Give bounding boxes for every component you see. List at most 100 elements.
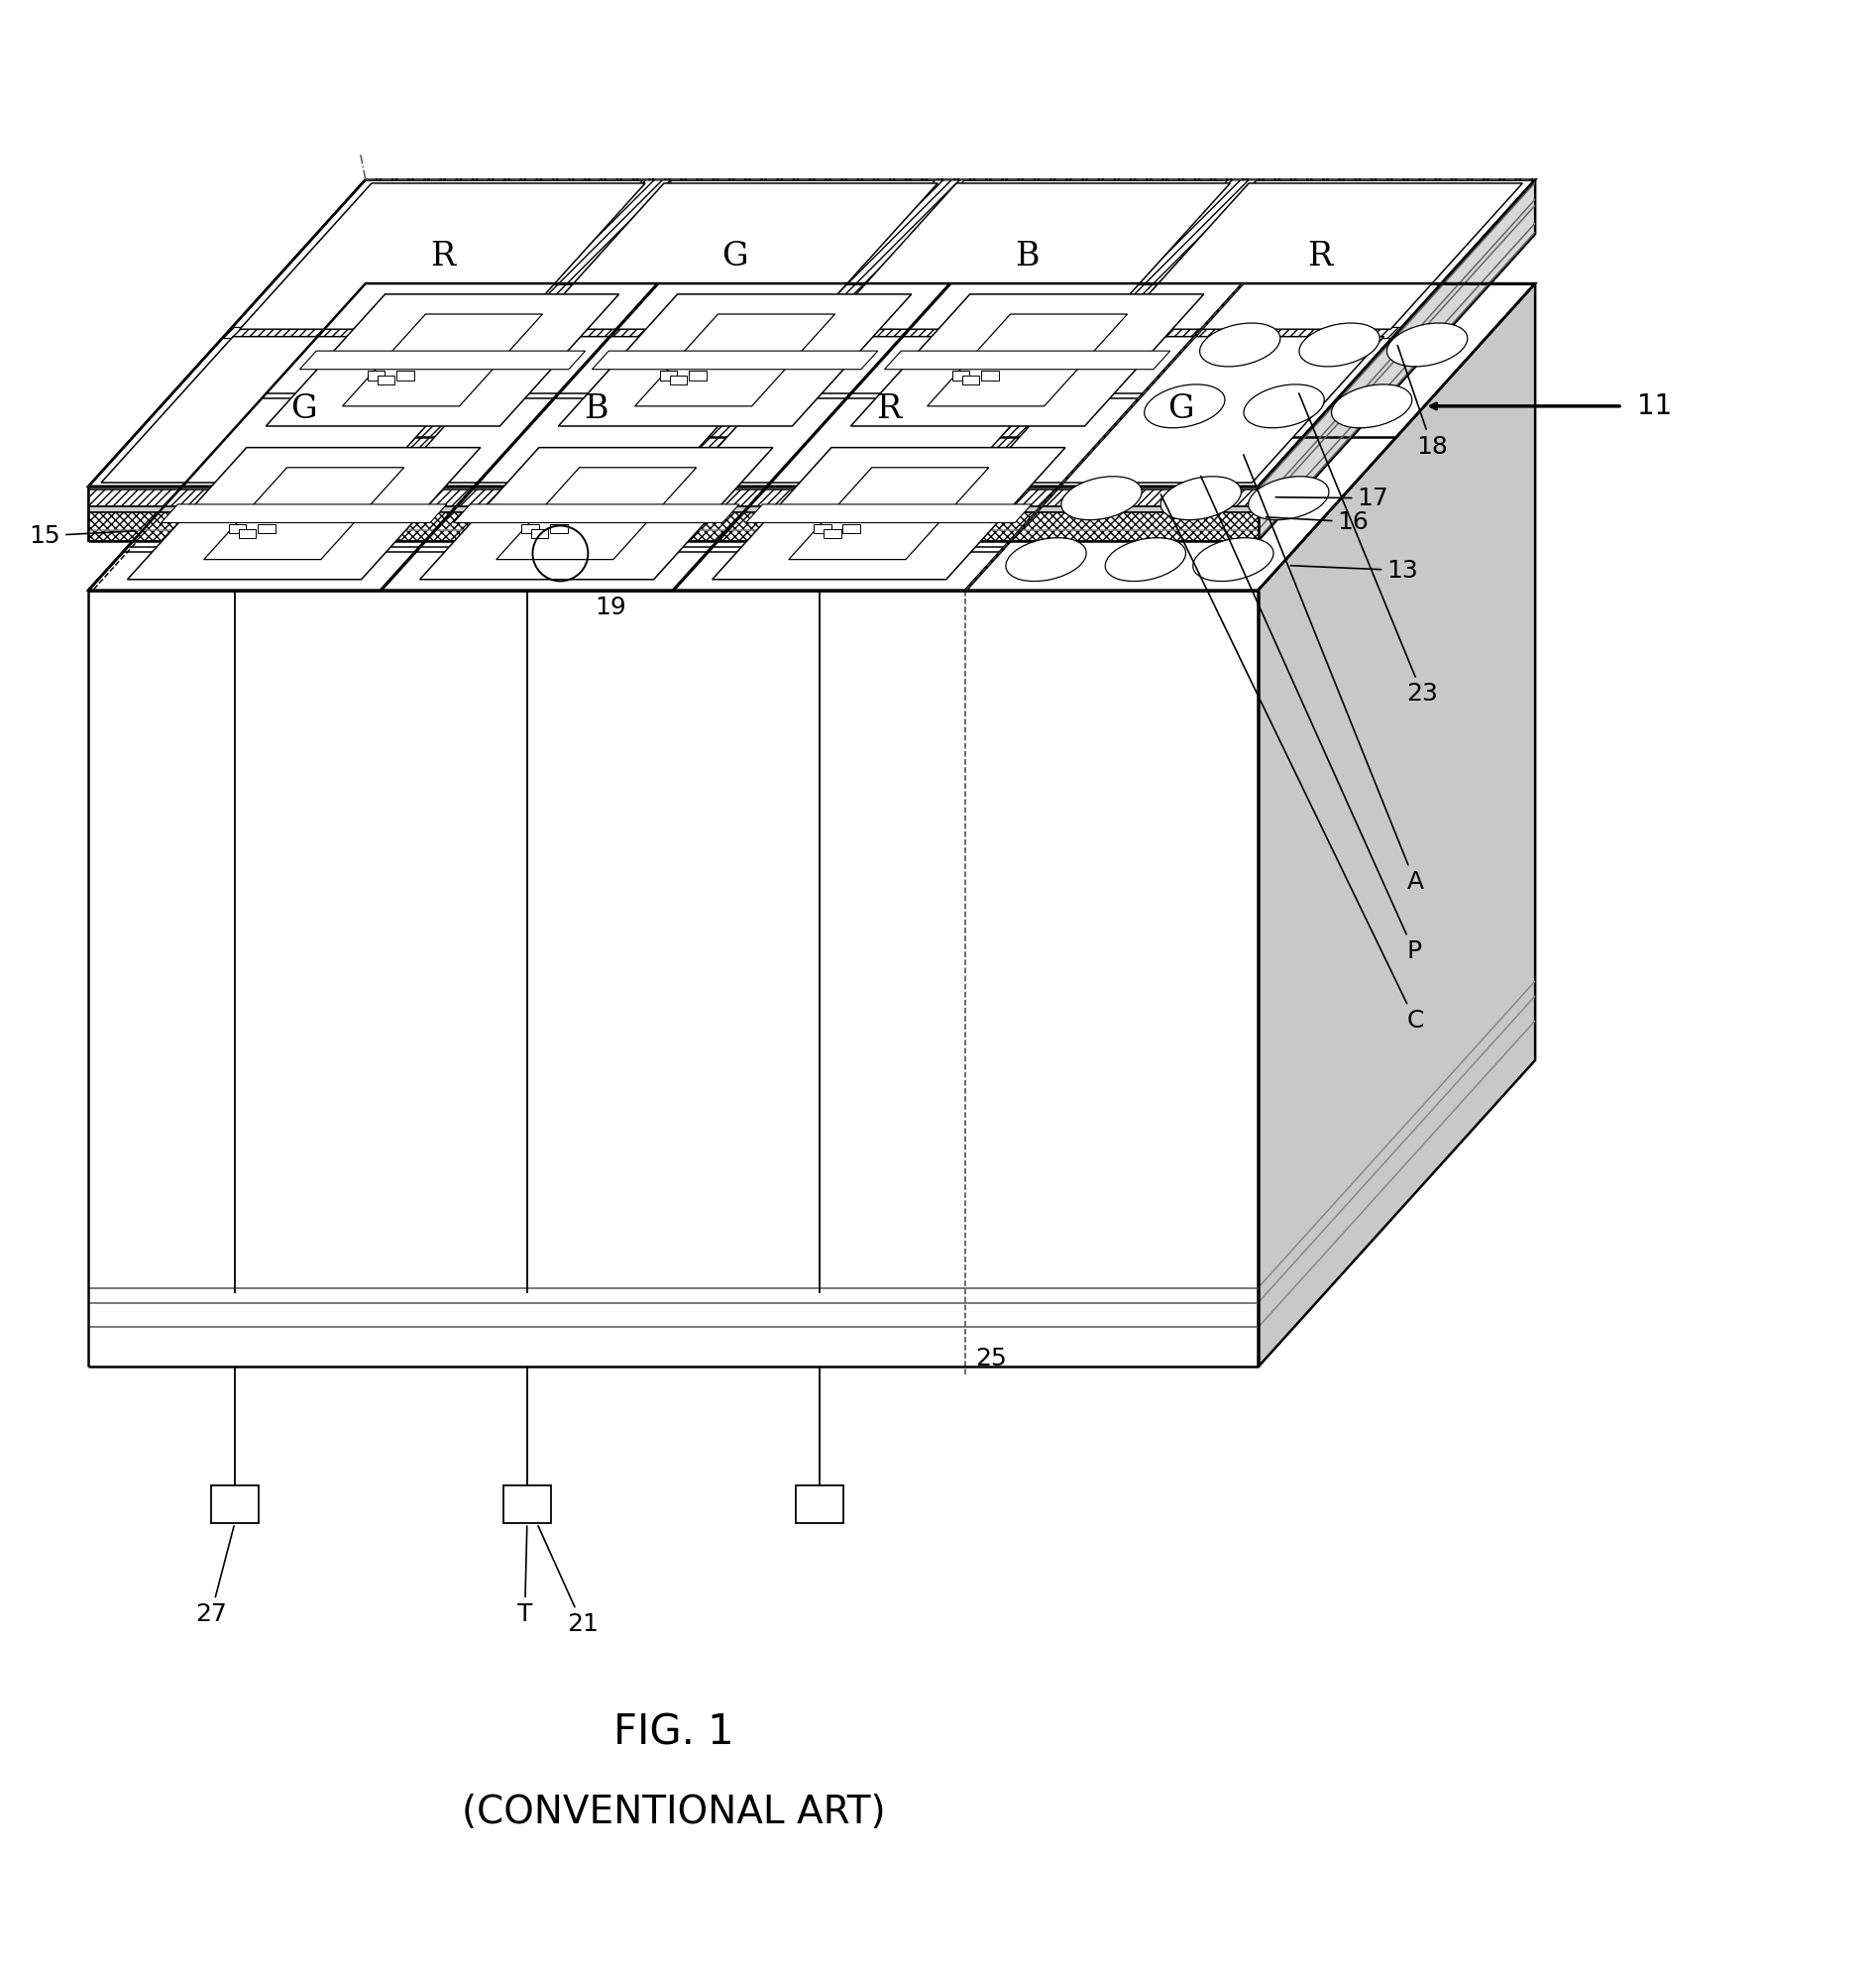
Polygon shape [966,332,1396,486]
Polygon shape [88,486,1259,541]
Bar [210,1485,259,1522]
Text: (CONVENTIONAL ART): (CONVENTIONAL ART) [461,1794,885,1831]
Bar [257,525,276,533]
Bar [377,376,394,386]
Bar [981,372,998,380]
Polygon shape [634,315,835,405]
Polygon shape [88,332,520,486]
Polygon shape [713,448,1066,580]
Polygon shape [1259,283,1535,1367]
Ellipse shape [1062,476,1142,519]
Text: P: P [1201,476,1422,964]
Text: 17: 17 [1276,486,1388,509]
Ellipse shape [1201,323,1279,366]
Text: C: C [1161,494,1424,1033]
Polygon shape [454,504,739,523]
Bar [814,525,831,533]
Bar [962,376,979,386]
Polygon shape [128,448,480,580]
Text: 18: 18 [1398,346,1448,458]
Polygon shape [266,295,619,427]
Text: R: R [876,393,900,425]
Bar [396,372,415,380]
Text: G: G [291,393,317,425]
Text: B: B [1015,240,1039,271]
Ellipse shape [1300,323,1379,366]
Ellipse shape [1386,323,1467,366]
Bar [368,372,385,380]
Bar [824,529,840,539]
Polygon shape [161,504,446,523]
Polygon shape [227,179,658,332]
Polygon shape [394,336,799,482]
Polygon shape [1105,179,1535,332]
Polygon shape [951,179,1257,486]
Polygon shape [533,183,938,328]
Polygon shape [343,315,542,405]
Polygon shape [420,448,773,580]
Bar [522,525,538,533]
Text: 16: 16 [1266,509,1369,533]
Text: R: R [430,240,454,271]
Polygon shape [1116,183,1523,328]
Ellipse shape [1161,476,1242,519]
Polygon shape [747,504,1032,523]
Polygon shape [852,295,1204,427]
Polygon shape [101,336,507,482]
Bar [531,529,548,539]
Ellipse shape [1332,384,1413,429]
Bar [670,376,687,386]
Ellipse shape [1006,537,1086,582]
Polygon shape [687,336,1092,482]
Ellipse shape [1248,476,1328,519]
Polygon shape [88,490,1259,506]
Bar [660,372,677,380]
Polygon shape [1259,179,1535,541]
Text: 21: 21 [538,1526,598,1637]
Ellipse shape [1105,537,1186,582]
Polygon shape [559,295,912,427]
Text: 19: 19 [595,596,627,620]
Text: A: A [1244,454,1424,893]
Bar [238,529,257,539]
Text: B: B [583,393,608,425]
Polygon shape [927,315,1127,405]
Polygon shape [520,179,951,332]
Polygon shape [812,179,1242,332]
Bar [795,1485,842,1522]
Polygon shape [366,179,673,486]
Bar [951,372,970,380]
Polygon shape [381,332,812,486]
Text: 13: 13 [1291,559,1418,582]
Text: G: G [722,240,749,271]
Bar [688,372,707,380]
Polygon shape [1259,283,1535,1367]
Text: 15: 15 [30,523,135,547]
Polygon shape [88,506,1259,511]
Polygon shape [88,511,1259,541]
Text: 25: 25 [976,1347,1007,1371]
Ellipse shape [1244,384,1324,429]
Polygon shape [593,350,878,370]
Polygon shape [221,327,1401,338]
Polygon shape [673,332,1105,486]
Polygon shape [979,336,1384,482]
Bar [229,525,246,533]
Polygon shape [240,183,645,328]
Polygon shape [300,350,585,370]
Polygon shape [497,468,696,559]
Polygon shape [658,179,964,486]
Ellipse shape [1193,537,1274,582]
Text: G: G [1169,393,1195,425]
Polygon shape [88,590,1259,1367]
Polygon shape [788,468,989,559]
Bar [503,1485,552,1522]
Polygon shape [88,179,1535,486]
Bar [842,525,861,533]
Text: T: T [518,1526,533,1627]
Polygon shape [884,350,1171,370]
Polygon shape [88,283,1535,590]
Ellipse shape [1144,384,1225,429]
Text: 11: 11 [1638,391,1672,421]
Polygon shape [825,183,1231,328]
